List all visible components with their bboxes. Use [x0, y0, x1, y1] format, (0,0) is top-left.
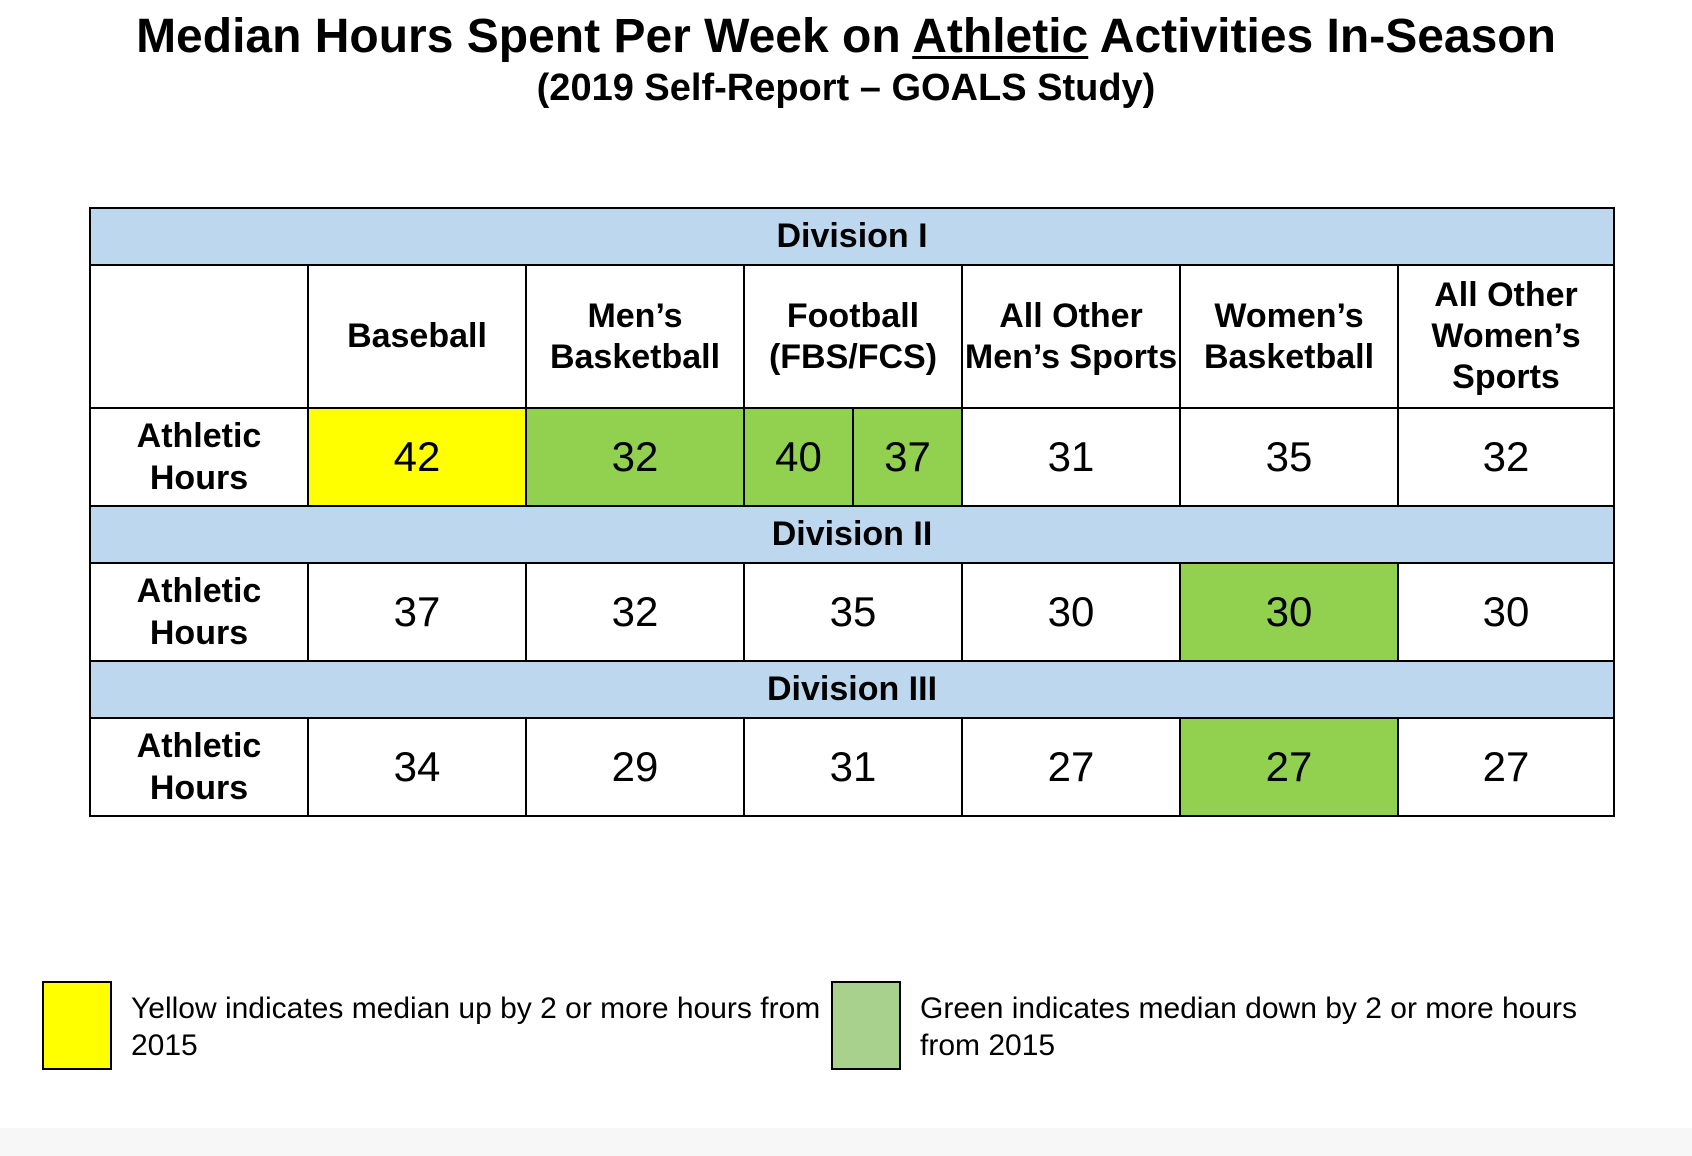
table-cell: 37 [307, 562, 527, 662]
table-cell: 32 [1396, 407, 1616, 507]
division-header-row: Division I [88, 207, 1616, 266]
column-header: Football (FBS/FCS) [743, 264, 963, 409]
page-title: Median Hours Spent Per Week on Athletic … [0, 8, 1692, 66]
table-cell: 32 [525, 407, 745, 507]
athletic-hours-table: Division I Baseball Men’s Basketball Foo… [88, 207, 1616, 817]
division-title: Division II [88, 505, 1616, 564]
table-cell: 27 [1179, 717, 1399, 817]
column-header: Men’s Basketball [525, 264, 745, 409]
table-cell: 30 [1396, 562, 1616, 662]
legend-yellow-text: Yellow indicates median up by 2 or more … [131, 992, 821, 1062]
division-header-row: Division II [88, 505, 1616, 564]
table-row: Athletic Hours 34 29 31 27 27 27 [89, 717, 1616, 817]
title-emphasis: Athletic [912, 10, 1089, 63]
bottom-strip [0, 1128, 1692, 1156]
title-suffix: Activities In-Season [1088, 10, 1556, 63]
column-header: Women’s Basketball [1179, 264, 1399, 409]
table-cell: 35 [1179, 407, 1399, 507]
column-header: All Other Women’s Sports [1396, 264, 1616, 409]
legend-green-swatch [831, 981, 901, 1070]
table-cell: 32 [525, 562, 745, 662]
table-cell: 30 [1179, 562, 1399, 662]
division-title: Division III [88, 660, 1616, 719]
row-label: Athletic Hours [89, 407, 309, 507]
legend-yellow-swatch [42, 981, 112, 1070]
table-cell: 27 [1396, 717, 1616, 817]
legend-green-text: Green indicates median down by 2 or more… [920, 992, 1578, 1062]
division-header-row: Division III [88, 660, 1616, 719]
division-title: Division I [88, 207, 1616, 266]
table-cell: 31 [961, 407, 1181, 507]
column-header-row: Baseball Men’s Basketball Football (FBS/… [89, 264, 1616, 409]
table-cell: 34 [307, 717, 527, 817]
table-row: Athletic Hours 37 32 35 30 30 30 [89, 562, 1616, 662]
table-cell: 27 [961, 717, 1181, 817]
row-label: Athletic Hours [89, 717, 309, 817]
table-cell: 31 [743, 717, 963, 817]
table-cell: 37 [852, 407, 963, 507]
corner-cell [89, 264, 309, 409]
table-cell: 40 [743, 407, 854, 507]
column-header: All Other Men’s Sports [961, 264, 1181, 409]
table-cell: 29 [525, 717, 745, 817]
table-cell: 35 [743, 562, 963, 662]
table-cell: 30 [961, 562, 1181, 662]
row-label: Athletic Hours [89, 562, 309, 662]
page-subtitle: (2019 Self-Report – GOALS Study) [536, 67, 1156, 109]
table-cell: 42 [307, 407, 527, 507]
column-header: Baseball [307, 264, 527, 409]
title-prefix: Median Hours Spent Per Week on [136, 10, 913, 63]
table-row: Athletic Hours 42 32 40 37 31 35 32 [89, 407, 1616, 507]
